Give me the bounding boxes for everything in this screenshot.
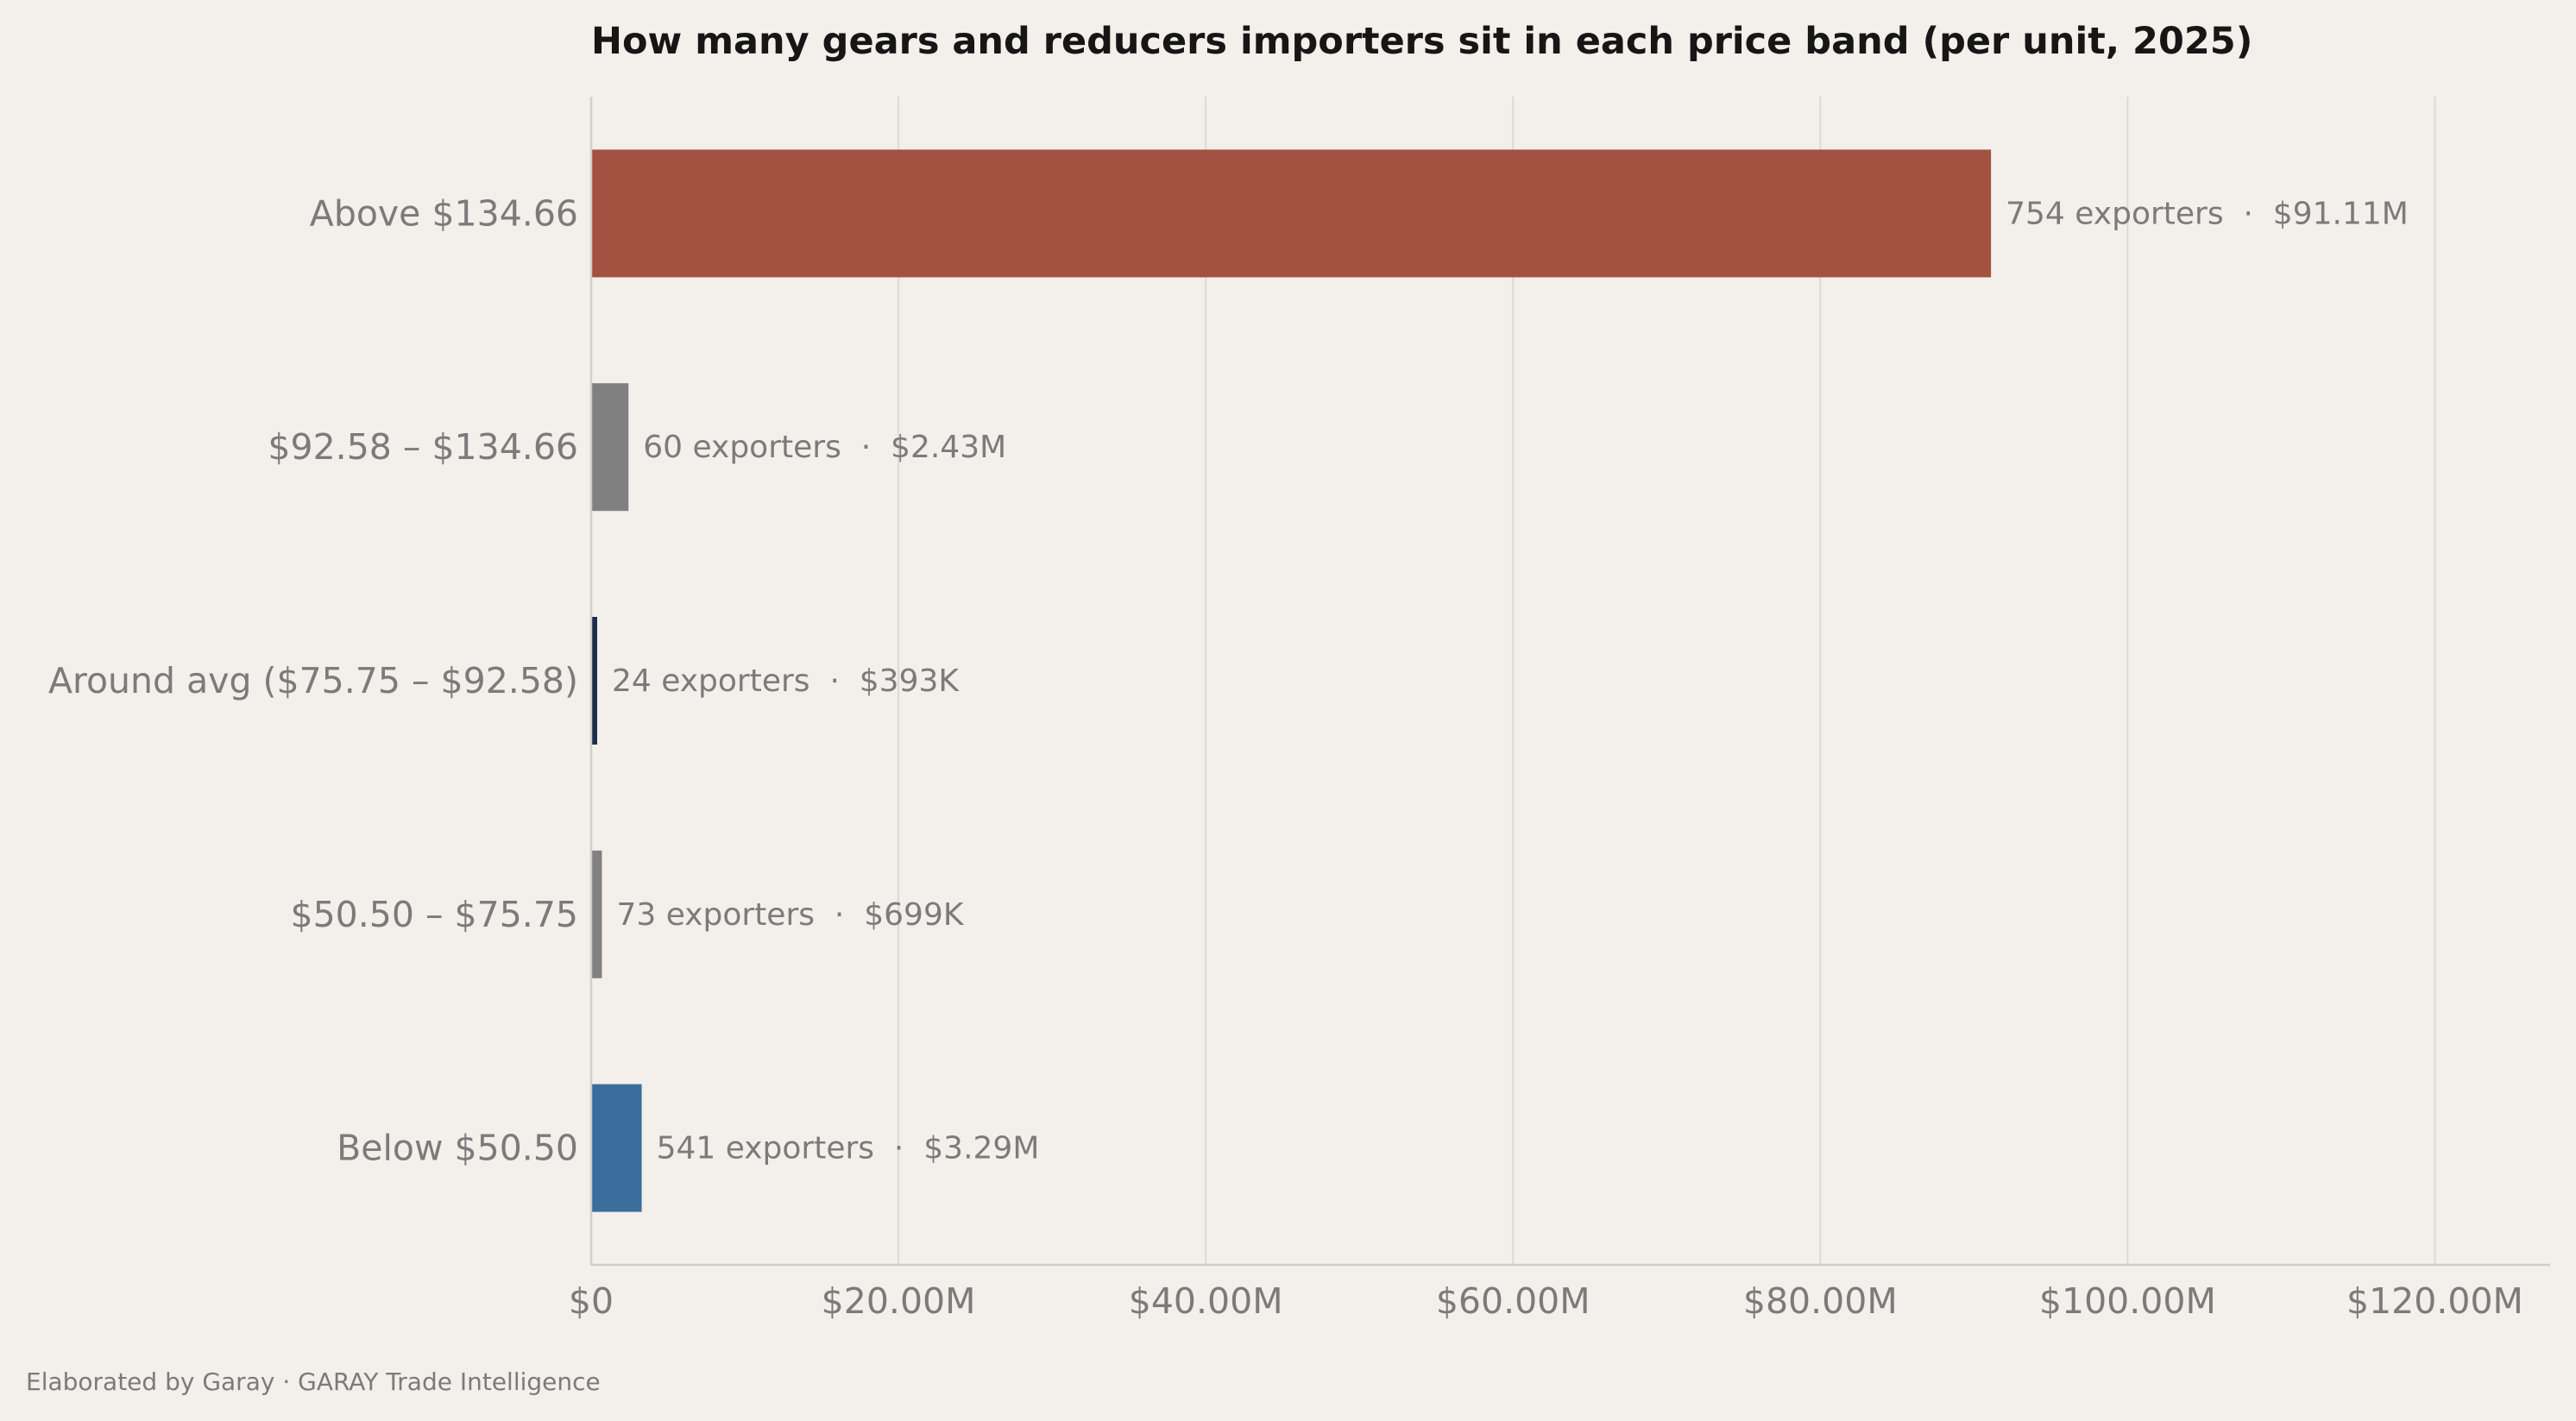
x-tick-label: $60.00M: [1436, 1280, 1590, 1322]
bar: [591, 149, 1992, 278]
data-label: 60 exporters · $2.43M: [643, 430, 1006, 465]
grid-layer: [898, 97, 2436, 1265]
x-tick-label: $80.00M: [1743, 1280, 1898, 1322]
x-tick-label: $40.00M: [1129, 1280, 1283, 1322]
data-label: 541 exporters · $3.29M: [657, 1131, 1040, 1166]
bar: [591, 617, 597, 745]
category-label: Below $50.50: [337, 1128, 578, 1169]
x-tick-label: $100.00M: [2039, 1280, 2216, 1322]
labels-layer: $0 $20.00M $40.00M $60.00M $80.00M $100.00M $1…: [48, 192, 2523, 1322]
category-label: $92.58 – $134.66: [268, 426, 578, 468]
data-label: 754 exporters · $91.11M: [2006, 196, 2409, 231]
bars-layer: [591, 149, 1992, 1212]
category-label: Around avg ($75.75 – $92.58): [48, 660, 578, 701]
x-tick-label: $20.00M: [822, 1280, 976, 1322]
data-label: 73 exporters · $699K: [616, 897, 964, 933]
bar: [591, 383, 629, 512]
footer-credit: Elaborated by Garay · GARAY Trade Intell…: [26, 1368, 601, 1396]
category-label: $50.50 – $75.75: [291, 894, 579, 935]
x-tick-label: $120.00M: [2346, 1280, 2523, 1322]
chart-title: How many gears and reducers importers si…: [591, 20, 2252, 63]
category-label: Above $134.66: [310, 192, 578, 234]
axis-layer: [589, 97, 2550, 1267]
data-label: 24 exporters · $393K: [612, 663, 960, 699]
bar: [591, 850, 602, 978]
bar: [591, 1084, 642, 1212]
x-tick-label: $0: [569, 1280, 614, 1322]
